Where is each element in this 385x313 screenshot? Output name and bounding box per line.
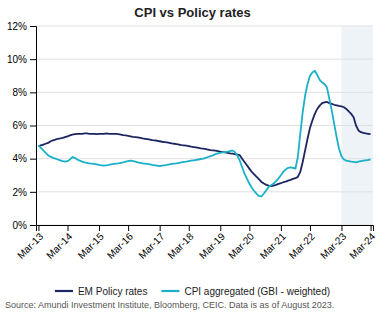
grid [36,26,373,225]
grid-line [36,125,373,126]
line [38,71,370,197]
tick-mark [30,126,36,127]
tick-mark [371,225,372,231]
tick-label: Mar-14 [44,230,74,260]
y-tick: 12% [7,21,36,32]
x-tick: Mar-18 [165,225,195,261]
x-tick: Mar-22 [287,225,317,261]
tick-mark [30,92,36,93]
grid-line [36,59,373,60]
tick-label: Mar-20 [226,230,256,260]
x-tick: Mar-23 [318,225,348,261]
annotation-line: Source: Amundi Investment Institute, Blo… [5,300,334,310]
tick-mark [281,225,282,231]
x-tick: Mar-24 [347,225,377,261]
tick-label: 0% [13,220,28,231]
tick-mark [30,159,36,160]
tick-mark [160,225,161,231]
tick-label: Mar-16 [105,230,135,260]
tick-mark [249,225,250,231]
legend-item: EM Policy rates [55,286,147,297]
tick-mark [38,225,39,231]
tick-label: 6% [13,120,28,131]
lines [38,71,370,197]
tick-label: Mar-21 [258,230,288,260]
tick-label: 12% [7,21,27,32]
tick-mark [220,225,221,231]
title: CPI vs Policy rates [134,5,250,20]
tick-label: Mar-19 [197,230,227,260]
legend-swatch [55,290,73,292]
legend-item: CPI aggregated (GBI - weighted) [161,286,330,297]
y-tick: 8% [13,87,36,98]
x-tick: Mar-13 [15,225,45,261]
legend: EM Policy rates CPI aggregated (GBI - wei… [55,286,330,297]
line [38,102,370,186]
x-tick: Mar-15 [76,225,106,261]
legend-label: CPI aggregated (GBI - weighted) [184,286,330,297]
x-tick: Mar-14 [44,225,74,261]
tick-label: Mar-17 [136,230,166,260]
plot-area: 0% 2% 4% 6% 8% 10% 12% Mar-13Mar-14Mar-15Mar-16… [7,21,378,261]
chart: CPI vs Policy rates 0% 2% 4% 6% 8% 10% 12% Mar-1… [0,0,385,313]
tick-label: Mar-13 [15,230,45,260]
axis-domain [30,27,37,226]
tick-mark [30,26,36,27]
tick-label: Mar-24 [347,230,377,260]
tick-mark [68,225,69,231]
tick-label: Mar-15 [76,230,106,260]
tick-label: 10% [7,54,27,65]
y-tick: 2% [13,187,36,198]
legend-swatch [161,290,179,292]
tick-mark [310,225,311,231]
tick-mark [189,225,190,231]
tick-mark [128,225,129,231]
grid-line [36,26,373,27]
y-tick: 10% [7,54,36,65]
y-axis: 0% 2% 4% 6% 8% 10% 12% [7,21,37,231]
x-tick: Mar-19 [197,225,227,261]
tick-label: 8% [13,87,28,98]
grid-line [36,191,373,192]
y-tick: 0% [13,220,36,231]
x-tick: Mar-17 [136,225,166,261]
grid-line [36,92,373,93]
tick-mark [341,225,342,231]
tick-label: Mar-22 [287,230,317,260]
x-axis: Mar-13Mar-14Mar-15Mar-16Mar-17Mar-18Mar-… [15,225,378,261]
y-tick: 6% [13,120,36,131]
legend-label: EM Policy rates [78,286,147,297]
annotation: Source: Amundi Investment Institute, Blo… [5,300,334,310]
tick-mark [99,225,100,231]
y-tick: 4% [13,153,36,164]
tick-label: 2% [13,187,28,198]
x-tick: Mar-16 [105,225,135,261]
tick-label: Mar-23 [318,230,348,260]
tick-mark [30,192,36,193]
tick-label: Mar-18 [165,230,195,260]
x-tick: Mar-21 [258,225,288,261]
tick-mark [30,225,36,226]
axis-domain [37,226,374,232]
x-tick: Mar-20 [226,225,256,261]
tick-label: 4% [13,153,28,164]
tick-mark [30,59,36,60]
